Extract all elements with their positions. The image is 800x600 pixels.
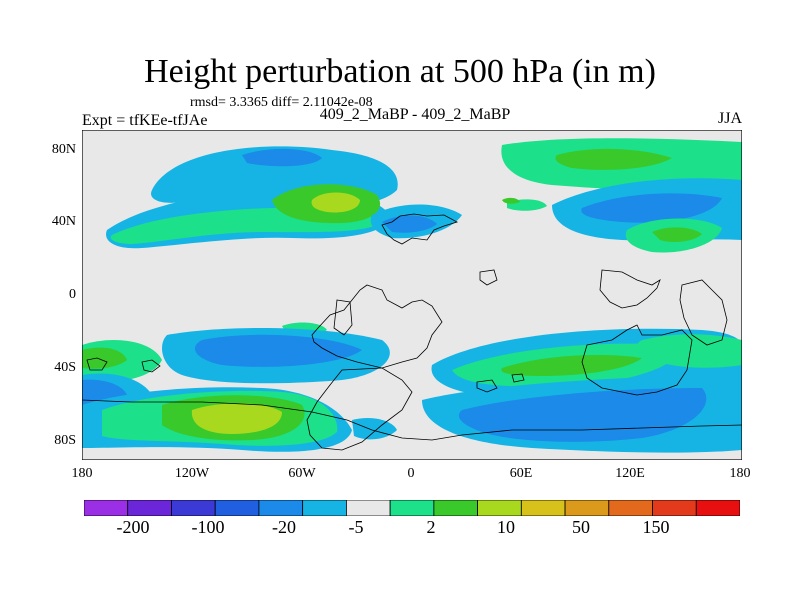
x-tick-label: 60E (509, 466, 533, 481)
colorbar (84, 500, 740, 516)
experiment-label: Expt = tfKEe-tfJAe (82, 112, 208, 129)
colorbar-box (520, 500, 566, 516)
colorbar-box (214, 500, 260, 516)
map-title: Height perturbation at 500 hPa (in m) (144, 53, 656, 90)
colorbar-box (695, 500, 740, 516)
colorbar-box (389, 500, 435, 516)
x-tick-label: 60W (288, 466, 316, 481)
contour-map (82, 130, 742, 460)
colorbar-box (433, 500, 478, 516)
colorbar-label: -20 (272, 517, 296, 537)
colorbar-label: -200 (116, 517, 150, 537)
y-tick-label: 80S (54, 433, 76, 448)
colorbar-box (127, 500, 172, 516)
y-tick-label: 40S (54, 360, 76, 375)
colorbar-box (477, 500, 522, 516)
x-tick-label: 180 (71, 466, 93, 481)
colorbar-label: 10 (497, 517, 515, 537)
y-tick-label: 80N (51, 142, 76, 157)
x-tick-label: 120E (615, 466, 645, 481)
colorbar-box (171, 500, 216, 516)
season-label: JJA (717, 110, 742, 127)
colorbar-label: -100 (191, 517, 225, 537)
colorbar-box (652, 500, 697, 516)
rmsd-diff-text: rmsd= 3.3365 diff= 2.11042e-08 (190, 95, 373, 110)
x-tick-label: 120W (174, 466, 210, 481)
x-tick-label: 180 (729, 466, 751, 481)
case-label: 409_2_MaBP - 409_2_MaBP (319, 106, 511, 123)
colorbar-box (302, 500, 347, 516)
contour-fills (82, 138, 742, 453)
colorbar-label: 150 (642, 517, 670, 537)
colorbar-label: 50 (572, 517, 590, 537)
colorbar-box (345, 500, 391, 516)
colorbar-label: -5 (348, 517, 364, 537)
y-tick-label: 40N (51, 214, 76, 229)
coastlines (82, 213, 742, 451)
colorbar-box (608, 500, 653, 516)
colorbar-box (564, 500, 610, 516)
colorbar-box (84, 500, 129, 516)
y-tick-label: 0 (69, 287, 76, 302)
x-tick-label: 0 (407, 466, 415, 481)
colorbar-box (258, 500, 304, 516)
colorbar-label: 2 (426, 517, 436, 537)
